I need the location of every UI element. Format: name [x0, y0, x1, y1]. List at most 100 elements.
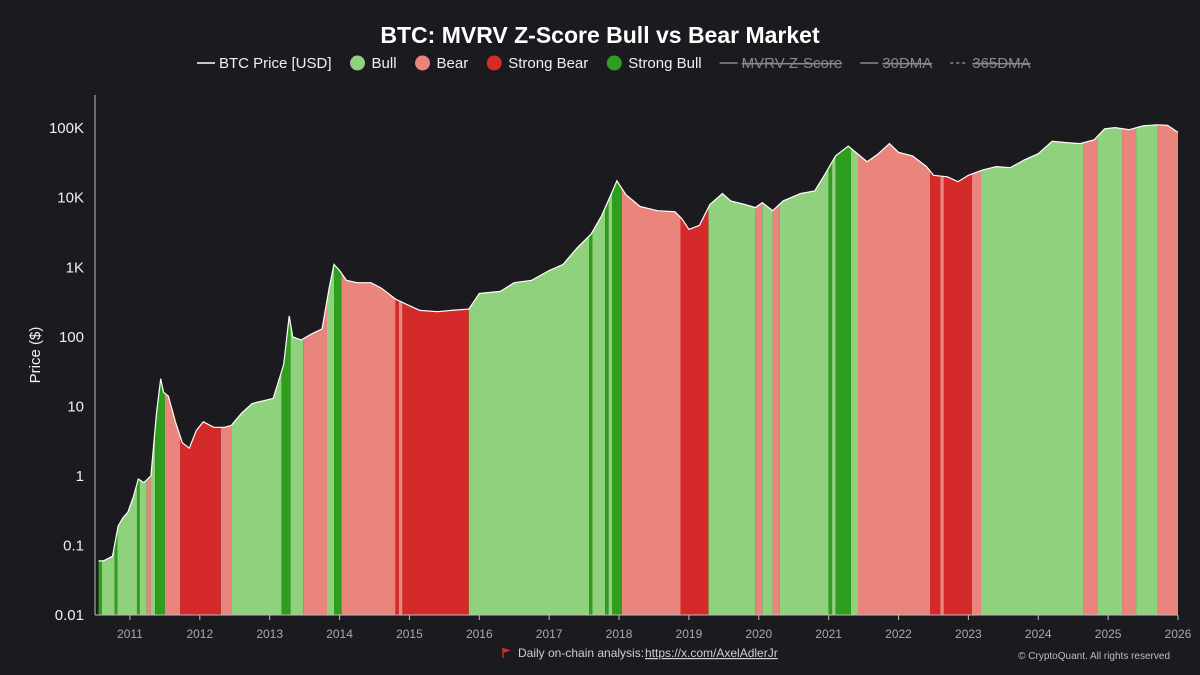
- x-tick-label: 2014: [326, 627, 353, 641]
- legend-item-365dma[interactable]: 365DMA: [950, 55, 1031, 72]
- legend-item-mvrv-z-score[interactable]: MVRV Z-Score: [719, 55, 843, 72]
- x-tick-label: 2021: [815, 627, 842, 641]
- regime-band-strong-bear: [930, 124, 941, 615]
- x-tick: 2024: [1025, 615, 1052, 641]
- regime-band-bear: [220, 124, 232, 615]
- y-axis-label: Price ($): [27, 327, 44, 384]
- regime-band-bull: [1097, 124, 1123, 615]
- regime-band-bear: [341, 124, 396, 615]
- x-tick-label: 2023: [955, 627, 982, 641]
- regime-band-bull: [1136, 124, 1158, 615]
- y-tick-label: 10: [67, 398, 84, 415]
- x-axis-ticks: 2011 2012 2013 2014 2015 2016 2017 2018 2019 2020…: [117, 615, 1192, 641]
- regime-band-bull: [779, 124, 829, 615]
- y-tick: 100K: [49, 120, 84, 137]
- copyright-text: © CryptoQuant. All rights reserved: [1018, 651, 1170, 662]
- regime-band-strong-bull: [828, 124, 833, 615]
- regime-band-bear: [1083, 124, 1098, 615]
- x-tick: 2021: [815, 615, 842, 641]
- regime-band-bull: [327, 124, 334, 615]
- chart-title: BTC: MVRV Z-Score Bull vs Bear Market: [380, 22, 820, 48]
- legend-label: Bear: [437, 55, 469, 72]
- legend-label: 365DMA: [972, 55, 1030, 72]
- x-tick: 2017: [536, 615, 563, 641]
- regime-band-strong-bull: [136, 124, 140, 615]
- regime-band-strong-bull: [835, 124, 851, 615]
- x-tick: 2026: [1165, 615, 1192, 641]
- x-tick: 2022: [885, 615, 912, 641]
- regime-band-bull: [102, 124, 115, 615]
- x-tick: 2023: [955, 615, 982, 641]
- y-tick-label: 1: [76, 468, 84, 485]
- legend-label: Strong Bear: [508, 55, 588, 72]
- x-tick-label: 2017: [536, 627, 563, 641]
- regime-band-bull: [708, 124, 756, 615]
- x-tick: 2016: [466, 615, 493, 641]
- legend-marker: [606, 55, 622, 71]
- legend-label: Strong Bull: [628, 55, 701, 72]
- regime-band-bull: [150, 124, 156, 615]
- x-tick-label: 2012: [186, 627, 213, 641]
- legend-label: 30DMA: [882, 55, 932, 72]
- regime-band-strong-bull: [334, 124, 342, 615]
- flag-icon: [502, 648, 511, 658]
- x-tick-label: 2020: [745, 627, 772, 641]
- plot-area: [98, 124, 1179, 615]
- regime-band-strong-bull: [589, 124, 593, 615]
- regime-band-bull: [117, 124, 137, 615]
- regime-band-bear: [146, 124, 151, 615]
- regime-band-bear: [772, 124, 780, 615]
- btc-price-line: [98, 124, 1179, 562]
- regime-band-bull: [608, 124, 613, 615]
- regime-band-bull: [762, 124, 773, 615]
- legend-item-30dma[interactable]: 30DMA: [860, 55, 932, 72]
- regime-band-bear: [1122, 124, 1137, 615]
- chart-legend: BTC Price [USD] Bull Bear Strong Bear Strong…: [197, 55, 1031, 72]
- regime-band-bull: [592, 124, 606, 615]
- regime-band-bear: [940, 124, 944, 615]
- x-tick-label: 2011: [117, 627, 143, 641]
- regime-band-strong-bull: [98, 124, 102, 615]
- x-tick-label: 2018: [606, 627, 633, 641]
- legend-marker: [350, 55, 366, 71]
- y-tick-label: 0.1: [63, 537, 84, 554]
- regime-band-bear: [398, 124, 403, 615]
- x-tick-label: 2025: [1095, 627, 1122, 641]
- regime-band-bear: [858, 124, 930, 615]
- x-tick-label: 2026: [1165, 627, 1192, 641]
- regime-band-strong-bear: [395, 124, 399, 615]
- y-tick-label: 1K: [66, 259, 84, 276]
- x-tick-label: 2022: [885, 627, 912, 641]
- x-tick-label: 2015: [396, 627, 423, 641]
- x-tick: 2014: [326, 615, 353, 641]
- y-tick-label: 10K: [57, 190, 84, 207]
- regime-band-bull: [290, 124, 304, 615]
- y-tick-label: 100K: [49, 120, 84, 137]
- regime-band-bear: [755, 124, 763, 615]
- regime-band-bear: [303, 124, 327, 615]
- legend-label: Bull: [372, 55, 397, 72]
- y-tick: 100: [59, 329, 84, 346]
- regime-band-bull: [981, 124, 1084, 615]
- legend-item-strong-bear[interactable]: Strong Bear: [486, 55, 589, 72]
- legend-item-strong-bull[interactable]: Strong Bull: [606, 55, 702, 72]
- y-tick: 0.01: [55, 607, 84, 624]
- x-tick: 2011: [117, 615, 143, 641]
- regime-band-strong-bull: [612, 124, 622, 615]
- footer-link[interactable]: https://x.com/AxelAdlerJr: [645, 646, 778, 660]
- x-tick: 2018: [606, 615, 633, 641]
- regime-band-strong-bear: [943, 124, 972, 615]
- legend-marker: [415, 55, 431, 71]
- legend-item-bear[interactable]: Bear: [415, 55, 468, 72]
- x-tick: 2020: [745, 615, 772, 641]
- legend-marker: [486, 55, 502, 71]
- legend-item-btc-price-usd-[interactable]: BTC Price [USD]: [197, 55, 332, 72]
- legend-item-bull[interactable]: Bull: [350, 55, 397, 72]
- regime-band-bull: [468, 124, 589, 615]
- regime-band-bull: [851, 124, 858, 615]
- regime-band-strong-bear: [402, 124, 469, 615]
- x-tick: 2019: [676, 615, 703, 641]
- regime-band-strong-bear: [180, 124, 221, 615]
- x-tick: 2013: [256, 615, 283, 641]
